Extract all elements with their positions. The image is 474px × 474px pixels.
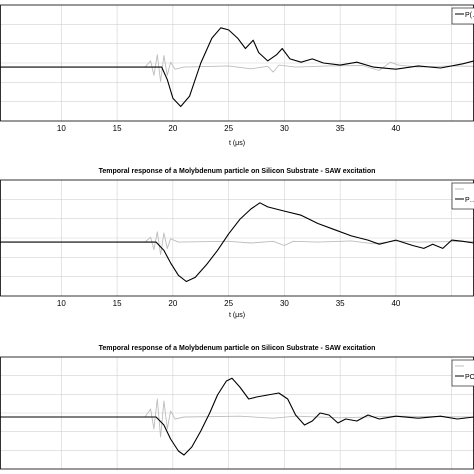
series-line-primary [0,202,474,283]
series-line-primary [0,27,474,108]
legend-panel-1: P(… [451,7,474,25]
chart-title-panel-2: Temporal response of a Molybdenum partic… [99,168,376,175]
legend-panel-2: P… [451,182,474,210]
x-tick-label: 20 [168,299,177,308]
x-tick-label: 15 [113,124,122,133]
x-tick-label: 10 [57,299,66,308]
series-line-reference [0,54,474,83]
x-tick-label: 30 [280,299,289,308]
grid-panel-2 [0,180,474,296]
x-tick-label: 15 [113,299,122,308]
series-layer-panel-1 [0,27,474,108]
grid-panel-3 [0,357,474,469]
chart-title-panel-3: Temporal response of a Molybdenum partic… [99,345,376,352]
legend-panel-3: PO… [451,359,474,387]
x-tick-label: 30 [280,124,289,133]
legend-label: PO… [465,374,474,381]
x-tick-labels-panel-2: 10 15 20 25 30 35 40 [57,299,401,308]
legend-box [451,7,474,25]
x-tick-label: 10 [57,124,66,133]
x-tick-label: 25 [224,299,233,308]
series-line-reference [0,231,474,256]
series-layer-panel-3 [0,377,474,456]
x-tick-labels-panel-1: 10 15 20 25 30 35 40 [57,124,401,133]
x-tick-label: 35 [336,124,345,133]
x-tick-label: 35 [336,299,345,308]
legend-box [451,182,474,210]
chart-panel-3: Temporal response of a Molybdenum partic… [0,345,474,470]
legend-label: P… [465,197,474,204]
x-tick-label: 40 [391,124,400,133]
x-axis-label-panel-2: t (μs) [229,312,245,319]
chart-panel-1: 10 15 20 25 30 35 40 t (μs) P(… [0,4,474,147]
x-tick-label: 25 [224,124,233,133]
x-tick-label: 20 [168,124,177,133]
series-layer-panel-2 [0,202,474,283]
legend-box [451,359,474,387]
series-line-primary [0,377,474,456]
legend-label: P(… [465,12,474,19]
x-tick-label: 40 [391,299,400,308]
series-line-reference [0,398,474,438]
x-axis-label-panel-1: t (μs) [229,140,245,147]
grid-panel-1 [0,5,474,121]
